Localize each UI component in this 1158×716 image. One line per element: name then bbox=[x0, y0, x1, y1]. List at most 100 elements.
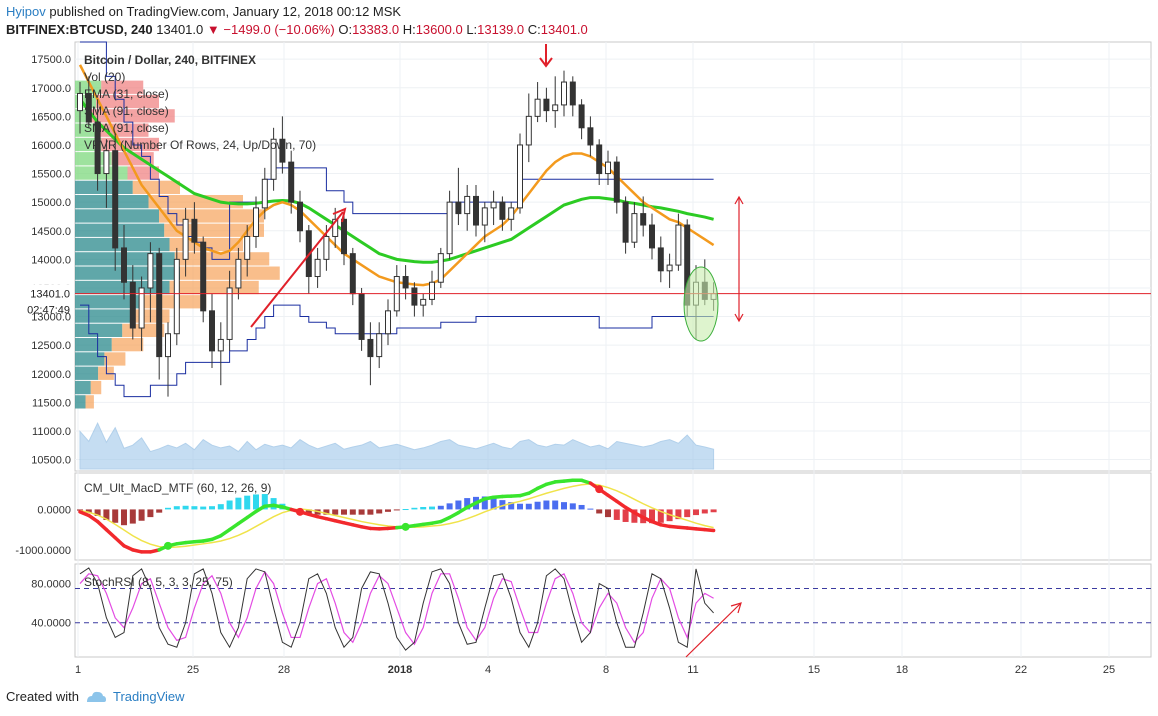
macd-hist-bar bbox=[235, 497, 242, 510]
macd-hist-bar bbox=[534, 501, 541, 510]
red-range-arrow-heads bbox=[734, 195, 744, 323]
vpvr-down-bar bbox=[101, 80, 144, 94]
candle-body bbox=[517, 144, 523, 209]
macd-line-segment bbox=[113, 535, 126, 548]
y-tick-label: 11000.0 bbox=[32, 426, 71, 438]
candle-body bbox=[182, 218, 189, 260]
macd-line-segment bbox=[227, 521, 241, 532]
macd-line-segment bbox=[104, 527, 117, 540]
candle-body bbox=[112, 150, 119, 249]
macd-hist-bar bbox=[217, 504, 224, 510]
vpvr-up-bar bbox=[75, 295, 144, 309]
candle-body bbox=[464, 195, 471, 215]
macd-hist-bar bbox=[385, 509, 391, 512]
candle-body bbox=[525, 115, 532, 146]
channel-lower-line bbox=[80, 304, 714, 398]
y-tick-label: 16500.0 bbox=[31, 111, 71, 123]
macd-hist-bar bbox=[429, 506, 435, 510]
high-value: 13600.0 bbox=[415, 22, 463, 37]
vpvr-down-bar bbox=[90, 380, 102, 395]
y-tick-label: 10500.0 bbox=[31, 455, 71, 467]
x-tick-label: 18 bbox=[896, 664, 908, 676]
candle-body bbox=[297, 201, 303, 232]
y-tick-label: 16000.0 bbox=[31, 140, 71, 152]
macd-hist-bar bbox=[578, 504, 585, 510]
candle-body bbox=[121, 247, 127, 283]
macd-hist-bar bbox=[622, 509, 629, 522]
down-arrow-icon: ▼ bbox=[206, 22, 220, 37]
candle-body bbox=[217, 338, 224, 352]
x-tick-label: 4 bbox=[485, 664, 491, 676]
macd-hist-bar bbox=[675, 509, 682, 520]
candle-body bbox=[605, 161, 611, 175]
candle-body bbox=[455, 201, 462, 215]
macd-title: CM_Ult_MacD_MTF (60, 12, 26, 9) bbox=[84, 481, 271, 495]
macd-pane-frame bbox=[74, 472, 1152, 561]
macd-hist-bar bbox=[349, 509, 356, 515]
published-text: published on TradingView.com, January 12… bbox=[49, 4, 402, 19]
macd-hist-bar bbox=[569, 503, 576, 510]
candle-body bbox=[341, 218, 347, 255]
legend-title: Bitcoin / Dollar, 240, BITFINEX bbox=[84, 53, 256, 67]
tradingview-link[interactable]: TradingView bbox=[112, 689, 185, 704]
x-tick-label: 28 bbox=[278, 664, 290, 676]
red-trend-arrow bbox=[250, 211, 344, 328]
vpvr-up-bar bbox=[75, 380, 91, 395]
candle-body bbox=[244, 235, 251, 260]
macd-hist-bar bbox=[508, 502, 515, 510]
y-tick-label: 14500.0 bbox=[31, 226, 71, 238]
candle-body bbox=[649, 224, 655, 249]
macd-hist-bar bbox=[490, 498, 497, 510]
macd-hist-bar bbox=[182, 505, 189, 510]
candle-body bbox=[332, 218, 339, 237]
macd-hist-bar bbox=[552, 500, 559, 510]
candle-body bbox=[323, 235, 330, 260]
macd-hist-bar bbox=[464, 498, 471, 510]
symbol-header: BITFINEX:BTCUSD, 240 13401.0 ▼ −1499.0 (… bbox=[6, 22, 588, 37]
candle-body bbox=[209, 310, 215, 352]
candle-body bbox=[446, 201, 453, 255]
candle-body bbox=[631, 213, 638, 243]
candle-body bbox=[270, 138, 277, 180]
candle-body bbox=[261, 178, 268, 209]
macd-hist-bar bbox=[402, 509, 409, 511]
macd-hist-bar bbox=[323, 509, 330, 515]
macd-hist-bar bbox=[455, 500, 462, 510]
macd-hist-bar bbox=[165, 507, 171, 510]
macd-hist-bar bbox=[244, 495, 251, 510]
candle-body bbox=[675, 224, 682, 266]
candle-body bbox=[411, 287, 418, 306]
candle-body bbox=[191, 218, 198, 243]
macd-hist-bar bbox=[701, 509, 708, 514]
macd-hist-bar bbox=[129, 509, 136, 524]
macd-hist-bar bbox=[420, 506, 427, 510]
macd-hist-bar bbox=[261, 494, 268, 510]
stoch-y-tick-label: 80.0000 bbox=[31, 579, 71, 591]
macd-line-segment bbox=[703, 527, 716, 533]
macd-hist-bar bbox=[103, 509, 110, 520]
candle-body bbox=[279, 138, 286, 163]
vpvr-up-bar bbox=[75, 352, 105, 366]
candle-body bbox=[253, 207, 259, 237]
macd-line-segment bbox=[606, 493, 619, 504]
macd-hist-bar bbox=[121, 509, 127, 526]
vpvr-up-bar bbox=[75, 323, 123, 338]
candle-body bbox=[156, 253, 163, 358]
open-label: O: bbox=[338, 22, 353, 37]
macd-hist-bar bbox=[446, 503, 453, 510]
candle-body bbox=[552, 104, 559, 112]
volume-area bbox=[79, 421, 715, 470]
vpvr-up-bar bbox=[75, 80, 102, 94]
macd-hist-bar bbox=[393, 509, 400, 511]
candle-body bbox=[481, 207, 488, 226]
candle-body bbox=[640, 213, 647, 226]
x-tick-label: 1 bbox=[75, 664, 81, 676]
price-badge-countdown: 02:47:49 bbox=[27, 305, 70, 317]
publisher-name[interactable]: Hyipov bbox=[6, 4, 46, 19]
candle-body bbox=[129, 281, 136, 329]
macd-hist-bar bbox=[411, 507, 418, 510]
candle-body bbox=[578, 104, 585, 129]
macd-hist-bar bbox=[94, 509, 101, 516]
candle-body bbox=[147, 253, 154, 289]
